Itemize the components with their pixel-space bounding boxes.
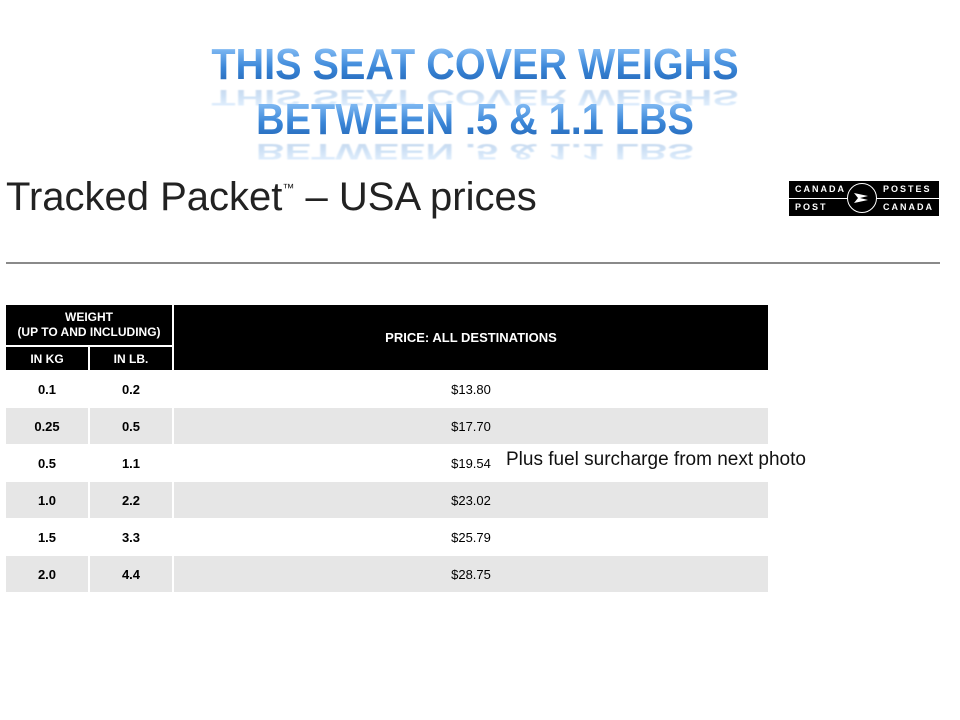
table-row: 0.25 0.5 $17.70 xyxy=(6,407,768,444)
table-row: 1.0 2.2 $23.02 xyxy=(6,481,768,518)
logo-text: POST xyxy=(795,202,828,212)
weight-lb-cell: 4.4 xyxy=(90,555,172,592)
price-cell: $17.70 xyxy=(174,407,768,444)
page-title: Tracked Packet™ – USA prices xyxy=(6,175,537,220)
weight-lb-cell: 2.2 xyxy=(90,481,172,518)
weight-kg-cell: 1.0 xyxy=(6,481,88,518)
weight-lb-cell: 3.3 xyxy=(90,518,172,555)
weight-kg-cell: 2.0 xyxy=(6,555,88,592)
logo-text: CANADA xyxy=(795,184,846,194)
lb-header: IN LB. xyxy=(90,345,172,370)
weight-lb-cell: 0.5 xyxy=(90,407,172,444)
weight-lb-cell: 1.1 xyxy=(90,444,172,481)
weight-kg-cell: 0.5 xyxy=(6,444,88,481)
logo-text: CANADA xyxy=(883,202,934,212)
kg-header: IN KG xyxy=(6,345,88,370)
canada-post-logo: CANADA POST POSTES CANADA xyxy=(789,181,939,216)
logo-text: POSTES xyxy=(883,184,932,194)
price-cell: $25.79 xyxy=(174,518,768,555)
table-row: 1.5 3.3 $25.79 xyxy=(6,518,768,555)
price-cell: $23.02 xyxy=(174,481,768,518)
price-cell: $19.54 xyxy=(174,444,768,481)
weight-header: WEIGHT (UP TO AND INCLUDING) xyxy=(6,305,172,345)
table-row: 0.5 1.1 $19.54 xyxy=(6,444,768,481)
post-horn-icon xyxy=(847,183,877,213)
annotation-note: Plus fuel surcharge from next photo xyxy=(506,449,806,470)
title-text: Tracked Packet xyxy=(6,175,283,219)
weight-header-sub: (UP TO AND INCLUDING) xyxy=(17,325,161,339)
price-cell: $28.75 xyxy=(174,555,768,592)
headline-reflection-2: BETWEEN .5 & 1.1 LBS xyxy=(48,139,903,164)
table-row: 2.0 4.4 $28.75 xyxy=(6,555,768,592)
headline-line-2: BETWEEN .5 & 1.1 LBS xyxy=(48,95,903,145)
trademark: ™ xyxy=(282,181,295,195)
weight-kg-cell: 1.5 xyxy=(6,518,88,555)
price-header: PRICE: ALL DESTINATIONS xyxy=(174,305,768,370)
divider xyxy=(6,262,940,264)
weight-kg-cell: 0.25 xyxy=(6,407,88,444)
weight-lb-cell: 0.2 xyxy=(90,370,172,407)
price-cell: $13.80 xyxy=(174,370,768,407)
title-suffix: – USA prices xyxy=(294,175,537,219)
price-table: WEIGHT (UP TO AND INCLUDING) PRICE: ALL D… xyxy=(4,305,770,592)
weight-kg-cell: 0.1 xyxy=(6,370,88,407)
table-row: 0.1 0.2 $13.80 xyxy=(6,370,768,407)
weight-header-title: WEIGHT xyxy=(65,310,113,324)
headline-line-1: THIS SEAT COVER WEIGHS xyxy=(48,40,903,90)
